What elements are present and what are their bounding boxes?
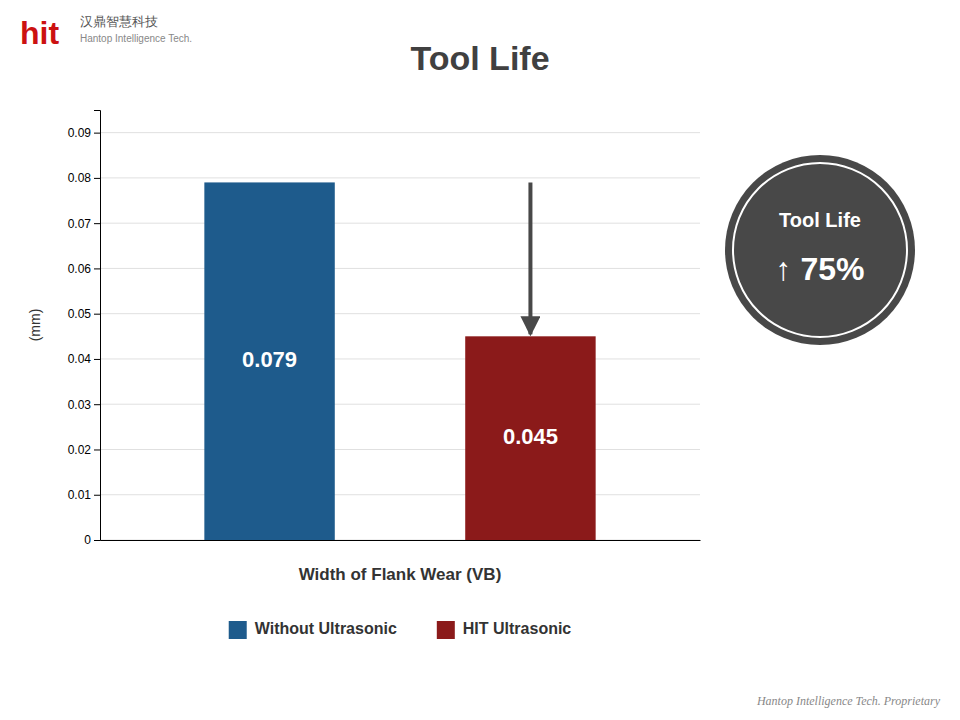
y-tick-label: 0.04 bbox=[68, 352, 92, 366]
badge-text: ↑ 75% bbox=[776, 251, 865, 287]
grid-line bbox=[100, 540, 700, 541]
x-axis-title: Width of Flank Wear (VB) bbox=[299, 565, 502, 584]
y-tick-mark bbox=[94, 268, 100, 269]
x-axis bbox=[101, 540, 701, 541]
logo-text: 汉鼎智慧科技 bbox=[80, 14, 158, 29]
legend-swatch bbox=[437, 621, 455, 639]
y-tick-mark bbox=[94, 449, 100, 450]
legend-label: HIT Ultrasonic bbox=[463, 620, 572, 637]
grid-line bbox=[100, 449, 700, 450]
y-axis: 0 0.01 0.02 0.03 0.04 0.05 0.06 0.07 0.08 0.09 bbox=[68, 111, 101, 548]
data-labels: 0.079 0.045 bbox=[242, 347, 558, 449]
y-tick-label: 0.08 bbox=[68, 171, 92, 185]
legend-label: Without Ultrasonic bbox=[255, 620, 397, 637]
logo: hit bbox=[20, 15, 59, 51]
y-tick-label: 0.02 bbox=[68, 443, 92, 457]
y-tick-mark bbox=[94, 495, 100, 496]
bar bbox=[465, 336, 595, 540]
title: Tool Life bbox=[410, 39, 549, 77]
watermark: Hantop Intelligence Tech. Proprietary bbox=[756, 694, 941, 708]
grid-line bbox=[100, 358, 700, 359]
y-tick-label: 0.07 bbox=[68, 216, 92, 230]
grid-line bbox=[100, 404, 700, 405]
y-tick: 0.09 bbox=[68, 126, 100, 140]
y-tick: 0.08 bbox=[68, 171, 100, 185]
badge-circle bbox=[725, 155, 915, 345]
legend-swatch bbox=[229, 621, 247, 639]
y-tick-label: 0.09 bbox=[68, 126, 92, 140]
y-tick-label: 0 bbox=[84, 533, 91, 547]
arrow bbox=[528, 182, 532, 334]
y-tick-mark bbox=[94, 359, 100, 360]
y-tick: 0.03 bbox=[68, 398, 100, 412]
x-axis-line bbox=[101, 540, 701, 541]
y-tick: 0.02 bbox=[68, 443, 100, 457]
grid-line bbox=[100, 132, 700, 133]
y-tick-mark bbox=[94, 404, 100, 405]
logo-subtext: Hantop Intelligence Tech. bbox=[80, 33, 192, 44]
y-tick-label: 0.03 bbox=[68, 398, 92, 412]
y-axis-title: (mm) bbox=[27, 309, 43, 342]
plot-area: 0 0.01 0.02 0.03 0.04 0.05 0.06 0.07 0.08 0.09 0.0… bbox=[68, 111, 701, 548]
grid-line bbox=[100, 494, 700, 495]
grid-line bbox=[100, 268, 700, 269]
legend-item: Without Ultrasonic bbox=[229, 620, 397, 639]
badge: Tool Life ↑ 75% bbox=[725, 155, 915, 345]
bars bbox=[204, 182, 595, 540]
data-label: 0.045 bbox=[503, 424, 558, 449]
badge-text: Tool Life bbox=[779, 209, 861, 231]
y-tick-label: 0.05 bbox=[68, 307, 92, 321]
data-label: 0.079 bbox=[242, 347, 297, 372]
y-tick: 0 bbox=[84, 533, 100, 547]
grid bbox=[100, 133, 700, 540]
legend: Without Ultrasonic HIT Ultrasonic bbox=[229, 620, 572, 639]
y-tick-mark bbox=[94, 223, 100, 224]
legend-item: HIT Ultrasonic bbox=[437, 620, 572, 639]
y-tick-label: 0.01 bbox=[68, 488, 92, 502]
chart-svg: 0 0.01 0.02 0.03 0.04 0.05 0.06 0.07 0.08 0.09 0.0… bbox=[0, 0, 960, 720]
badge-ring bbox=[733, 163, 907, 337]
grid-line bbox=[100, 223, 700, 224]
y-axis-line bbox=[94, 111, 101, 541]
y-tick-mark bbox=[94, 178, 100, 179]
y-tick: 0.01 bbox=[68, 488, 100, 502]
bar bbox=[204, 182, 334, 540]
y-tick-mark bbox=[94, 540, 100, 541]
grid-line bbox=[100, 313, 700, 314]
y-tick-label: 0.06 bbox=[68, 262, 92, 276]
y-tick: 0.04 bbox=[68, 352, 100, 366]
grid-line bbox=[100, 177, 700, 178]
y-tick-mark bbox=[94, 133, 100, 134]
y-tick: 0.05 bbox=[68, 307, 100, 321]
y-tick: 0.06 bbox=[68, 262, 100, 276]
y-tick: 0.07 bbox=[68, 216, 100, 230]
y-tick-mark bbox=[94, 314, 100, 315]
